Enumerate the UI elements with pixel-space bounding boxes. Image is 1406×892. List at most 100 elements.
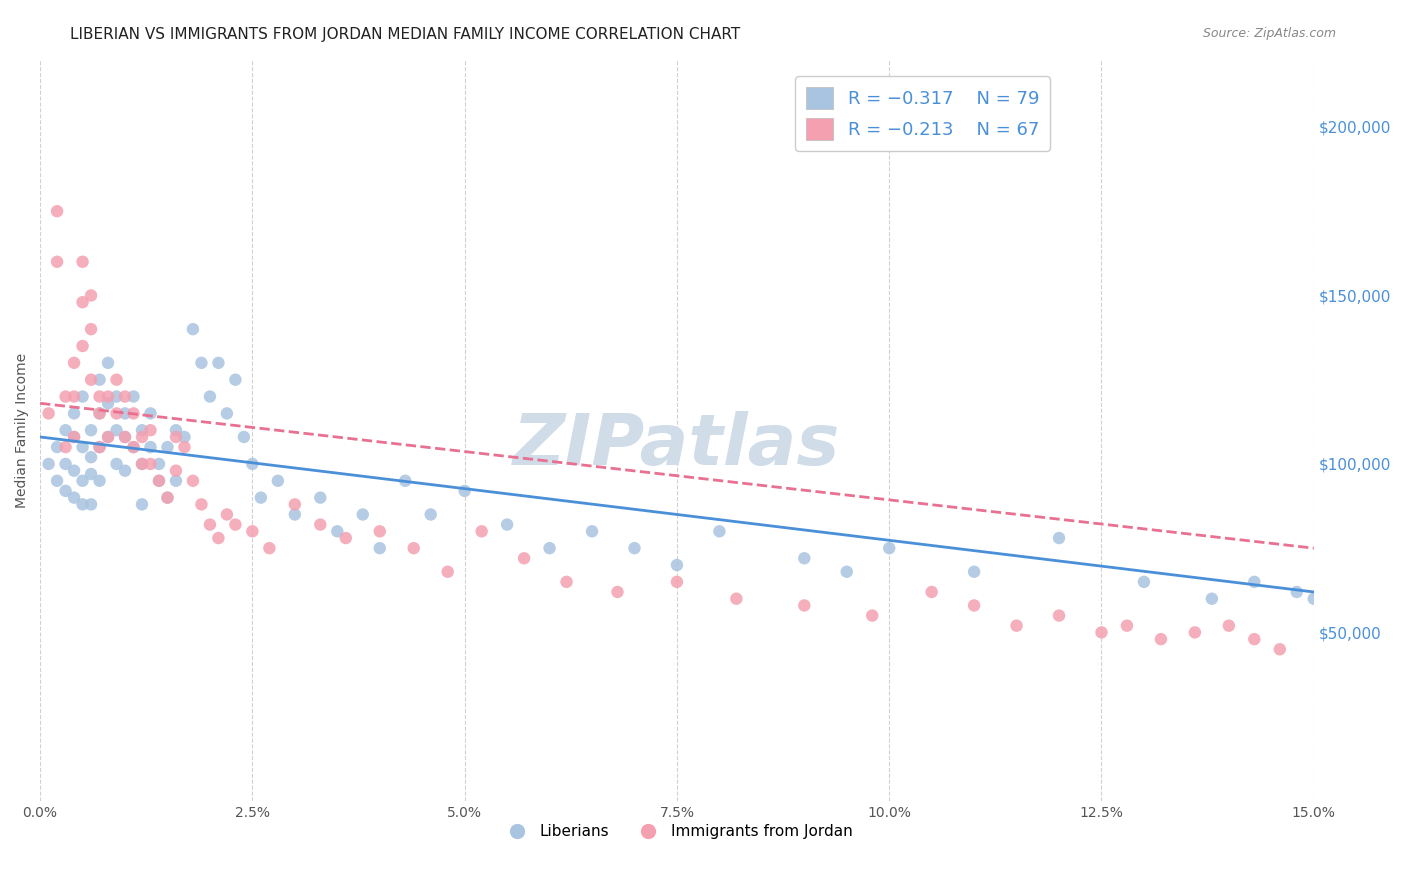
Point (190, 356, 212, 370)
Text: LIBERIAN VS IMMIGRANTS FROM JORDAN MEDIAN FAMILY INCOME CORRELATION CHART: LIBERIAN VS IMMIGRANTS FROM JORDAN MEDIA… (70, 27, 741, 42)
Point (665, 574, 688, 589)
Point (63, 356, 86, 370)
Point (207, 356, 229, 370)
Point (436, 565, 458, 579)
Text: ZIPatlas: ZIPatlas (513, 410, 841, 480)
Point (453, 483, 475, 498)
Point (368, 541, 391, 556)
Point (335, 531, 357, 545)
Point (55, 440, 77, 454)
Point (131, 497, 153, 511)
Point (921, 585, 943, 599)
Point (1218, 618, 1240, 632)
Point (38, 457, 60, 471)
Point (80, 450, 103, 465)
Point (284, 497, 307, 511)
Point (860, 608, 883, 623)
Point (80, 467, 103, 481)
Point (122, 390, 145, 404)
Point (80, 288, 103, 302)
Point (131, 430, 153, 444)
Point (309, 517, 332, 532)
Point (156, 440, 179, 454)
Point (114, 430, 136, 444)
Point (284, 508, 307, 522)
Point (139, 406, 162, 420)
Point (963, 565, 986, 579)
Point (259, 541, 281, 556)
Point (665, 558, 688, 572)
Point (148, 474, 170, 488)
Point (80, 497, 103, 511)
Point (224, 517, 246, 532)
Point (89, 474, 111, 488)
Point (63, 430, 86, 444)
Point (55, 423, 77, 437)
Point (131, 457, 153, 471)
Point (114, 464, 136, 478)
Point (55, 483, 77, 498)
Point (80, 373, 103, 387)
Point (114, 390, 136, 404)
Point (242, 457, 264, 471)
Point (793, 599, 815, 613)
Point (38, 406, 60, 420)
Point (105, 457, 128, 471)
Text: Source: ZipAtlas.com: Source: ZipAtlas.com (1202, 27, 1336, 40)
Point (63, 390, 86, 404)
Point (198, 390, 221, 404)
Point (1302, 591, 1324, 606)
Point (89, 440, 111, 454)
Point (1047, 608, 1070, 623)
Point (224, 373, 246, 387)
Point (80, 322, 103, 336)
Point (215, 508, 238, 522)
Legend: Liberians, Immigrants from Jordan: Liberians, Immigrants from Jordan (495, 818, 859, 845)
Point (63, 491, 86, 505)
Point (1243, 632, 1265, 647)
Point (63, 406, 86, 420)
Point (105, 390, 128, 404)
Point (97, 430, 120, 444)
Point (80, 423, 103, 437)
Point (114, 406, 136, 420)
Point (1285, 585, 1308, 599)
Point (267, 474, 290, 488)
Point (1150, 632, 1173, 647)
Point (105, 423, 128, 437)
Point (165, 474, 187, 488)
Point (207, 531, 229, 545)
Point (181, 322, 204, 336)
Point (538, 541, 561, 556)
Point (419, 508, 441, 522)
Point (105, 373, 128, 387)
Point (1268, 642, 1291, 657)
Point (55, 457, 77, 471)
Point (1090, 625, 1112, 640)
Point (114, 430, 136, 444)
Point (72, 497, 94, 511)
Point (165, 464, 187, 478)
Point (97, 390, 120, 404)
Point (97, 356, 120, 370)
Point (72, 339, 94, 353)
Point (72, 440, 94, 454)
Point (156, 491, 179, 505)
Point (581, 524, 603, 539)
Point (139, 440, 162, 454)
Point (232, 430, 254, 444)
Point (725, 591, 748, 606)
Point (139, 423, 162, 437)
Point (89, 440, 111, 454)
Point (97, 430, 120, 444)
Point (623, 541, 645, 556)
Point (46, 254, 69, 268)
Point (1243, 574, 1265, 589)
Point (1005, 618, 1028, 632)
Point (394, 474, 416, 488)
Point (46, 474, 69, 488)
Point (471, 524, 494, 539)
Point (793, 551, 815, 566)
Point (368, 524, 391, 539)
Point (122, 440, 145, 454)
